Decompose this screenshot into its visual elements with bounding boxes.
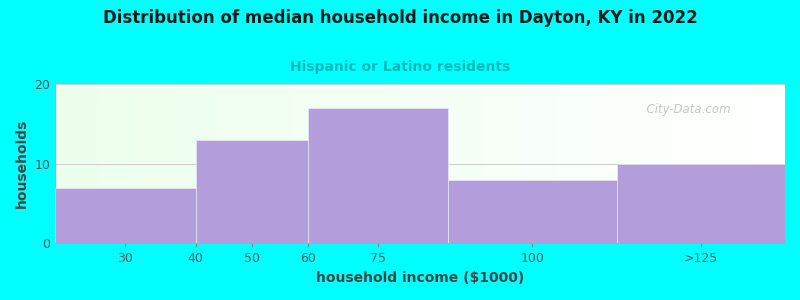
Text: City-Data.com: City-Data.com (639, 103, 730, 116)
Bar (196, 140, 308, 243)
Bar (617, 164, 785, 243)
Bar (308, 108, 448, 243)
Text: Distribution of median household income in Dayton, KY in 2022: Distribution of median household income … (102, 9, 698, 27)
Bar (55, 188, 196, 243)
Text: Hispanic or Latino residents: Hispanic or Latino residents (290, 60, 510, 74)
Y-axis label: households: households (15, 119, 29, 208)
X-axis label: household income ($1000): household income ($1000) (316, 271, 524, 285)
Bar (448, 180, 617, 243)
